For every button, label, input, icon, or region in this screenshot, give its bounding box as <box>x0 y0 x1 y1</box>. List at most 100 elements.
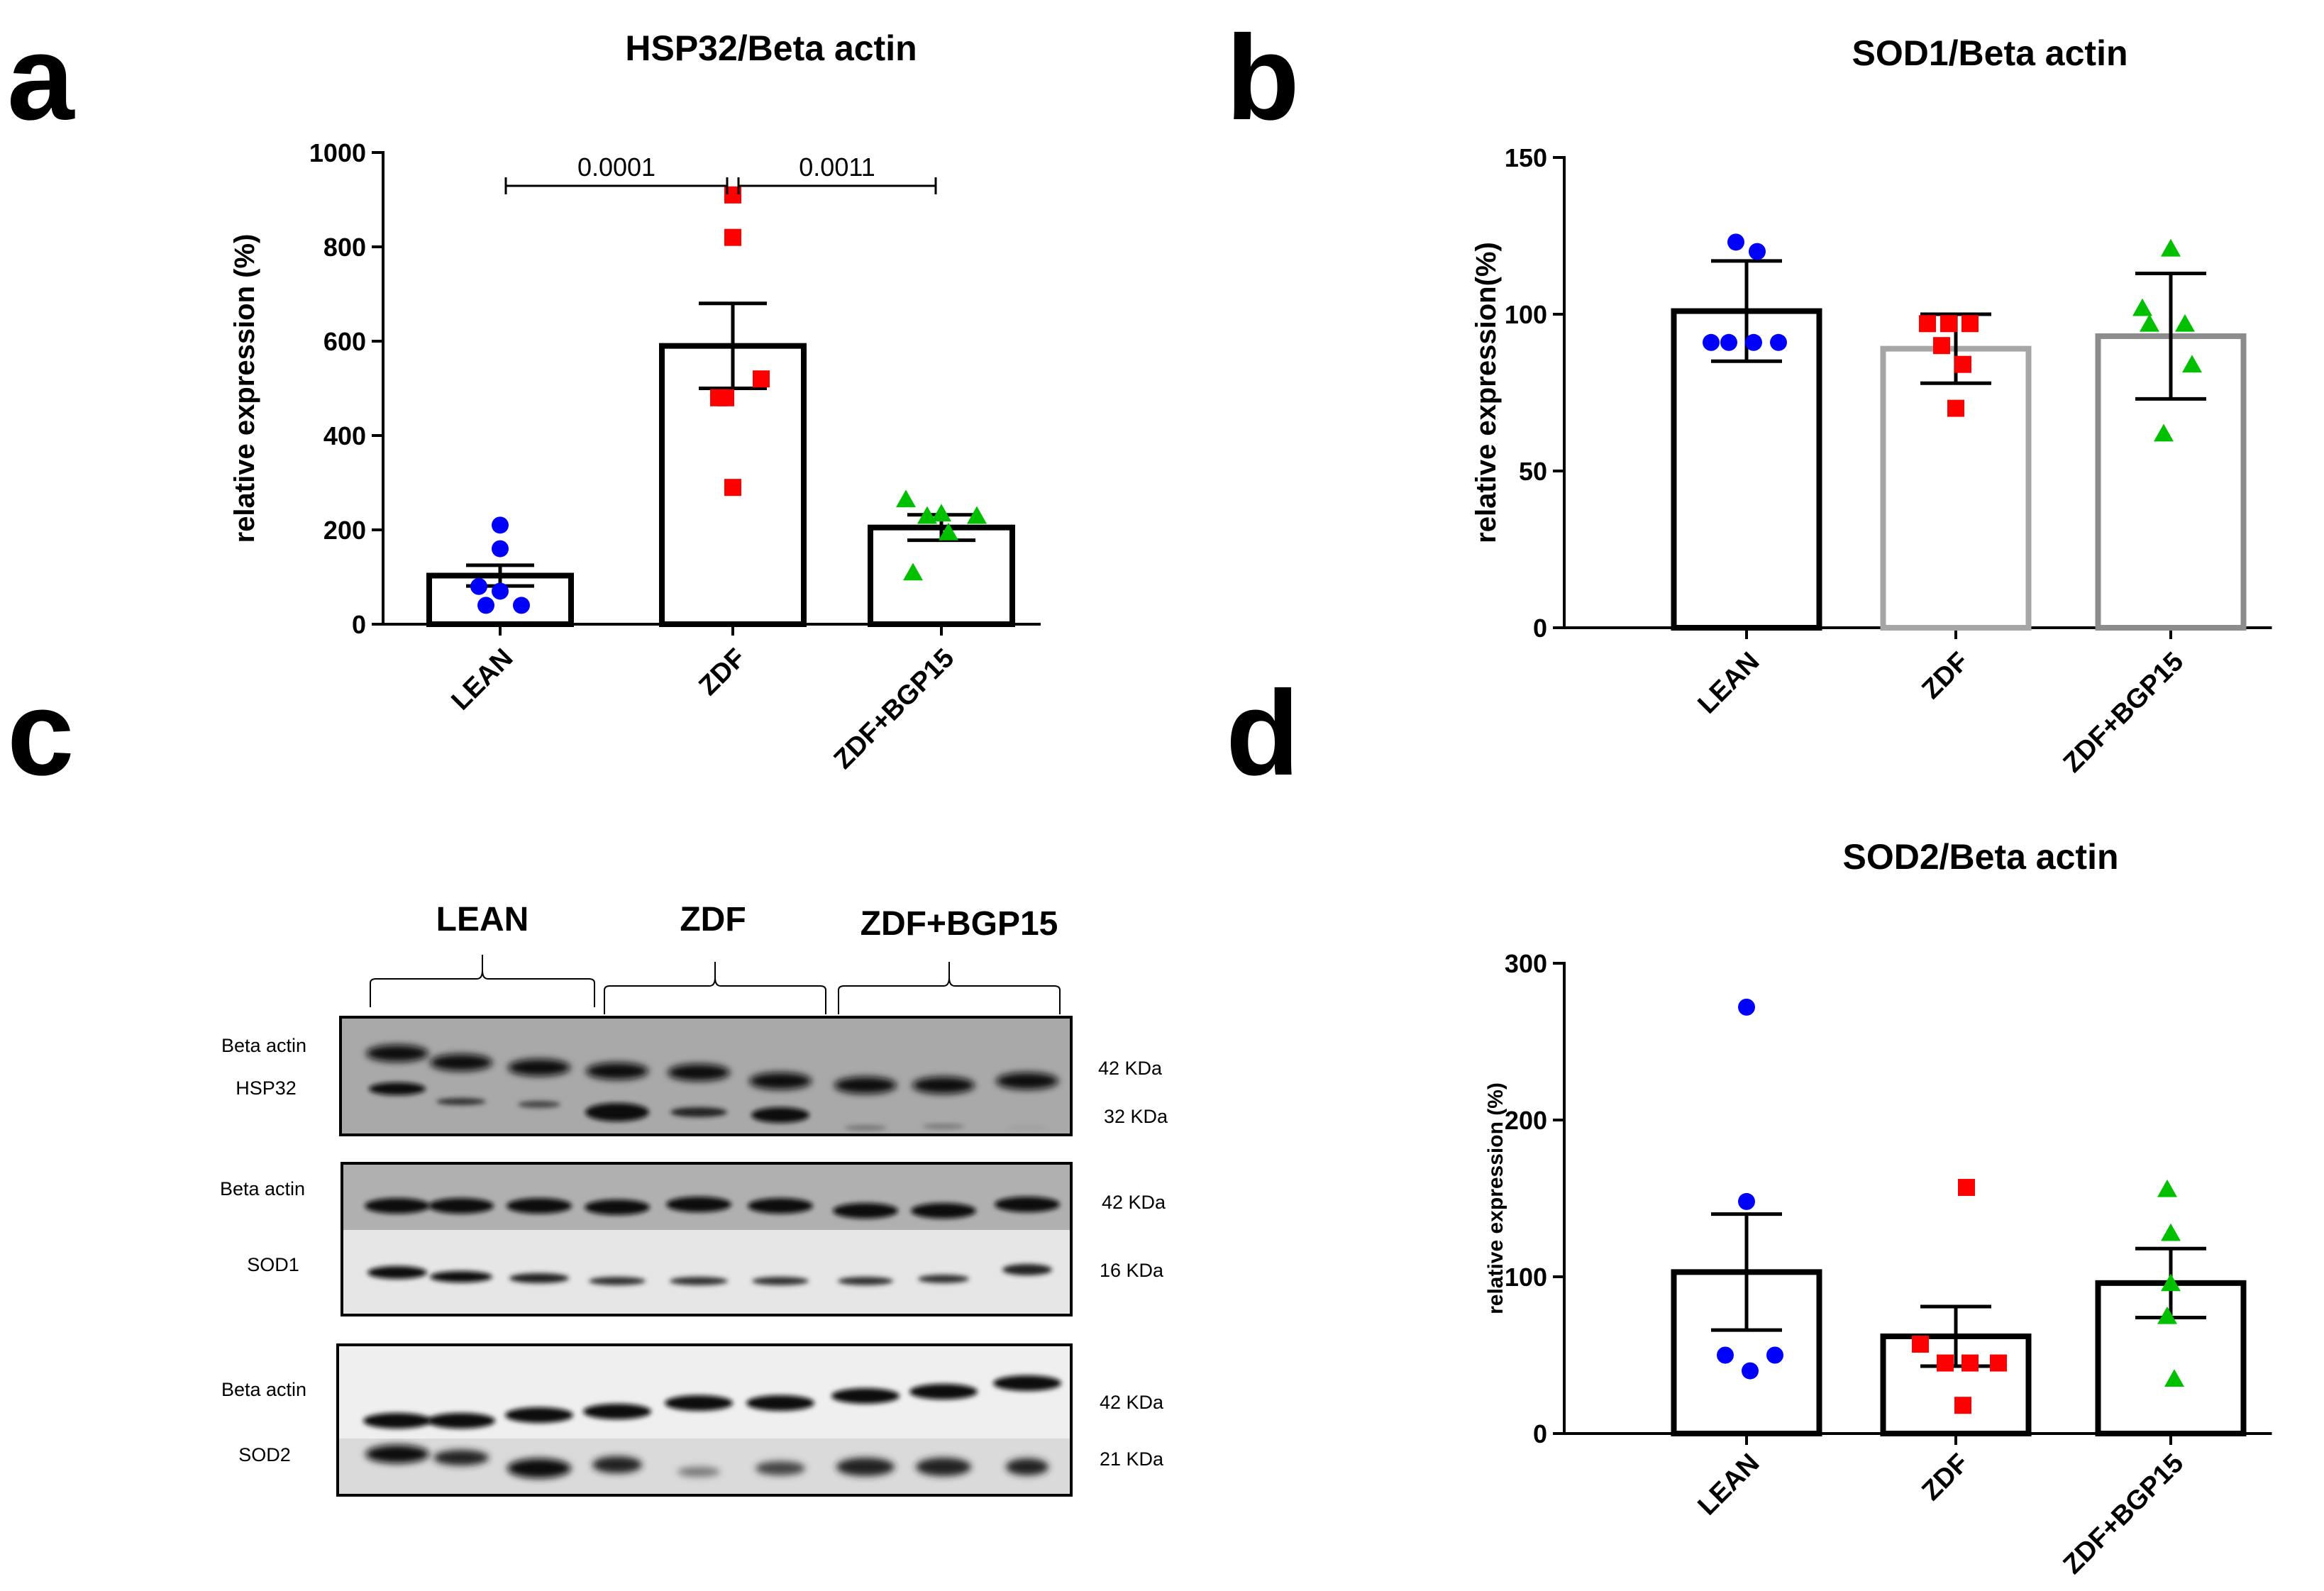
blot-group-label-zdf: ZDF <box>680 901 746 938</box>
band-hsp32 <box>436 1098 486 1105</box>
y-tick-label: 1000 <box>309 138 366 167</box>
data-point <box>1961 1354 1979 1372</box>
band-sod2 <box>592 1456 642 1473</box>
band-hsp32 <box>922 1124 965 1129</box>
data-point <box>939 522 958 541</box>
data-point <box>1770 333 1787 351</box>
blot-label-beta-actin-1: Beta actin <box>221 1035 306 1056</box>
band-beta-actin <box>668 1064 730 1081</box>
blot-label-beta-actin-3: Beta actin <box>221 1379 306 1400</box>
x-category-label: ZDF+BGP15 <box>2058 1448 2190 1580</box>
blot-bracket-zdf-bgp15 <box>838 962 1061 1014</box>
data-point <box>896 489 916 508</box>
data-point <box>1742 1362 1759 1380</box>
x-category-label: ZDF <box>693 643 751 702</box>
y-tick-label: 200 <box>1505 1106 1547 1135</box>
band-beta-actin <box>833 1203 898 1219</box>
x-category-label: ZDF+BGP15 <box>2058 647 2190 779</box>
data-point <box>1937 1354 1954 1372</box>
chart-title: SOD1/Beta actin <box>1852 33 2127 73</box>
band-beta-actin <box>996 1072 1058 1090</box>
y-tick-label: 100 <box>1505 1263 1547 1292</box>
band-sod1 <box>670 1277 728 1285</box>
data-point <box>917 506 937 524</box>
data-point <box>1738 1192 1755 1210</box>
y-axis-label: relative expression (%) <box>229 234 260 543</box>
band-beta-actin <box>585 1199 650 1215</box>
data-point <box>903 562 923 581</box>
band-beta-actin <box>365 1198 430 1214</box>
data-point <box>931 504 951 522</box>
data-point <box>2161 1273 2181 1292</box>
band-beta-actin <box>746 1395 814 1411</box>
band-sod2 <box>677 1467 720 1477</box>
data-point <box>1745 333 1762 351</box>
blot-frame-sod1 <box>341 1162 1073 1316</box>
data-point <box>470 577 487 595</box>
bar-zdf <box>1880 345 2032 631</box>
blot-frame-sod2 <box>336 1343 1073 1497</box>
blot-label-hsp32: HSP32 <box>236 1077 297 1099</box>
band-sod1 <box>1002 1264 1052 1275</box>
band-beta-actin <box>911 1203 976 1219</box>
p-value-label: 0.0001 <box>577 153 655 182</box>
band-sod1 <box>752 1277 809 1285</box>
chart-d: SOD2/Beta actin relative expression (%) 0 1… <box>1484 837 2272 1580</box>
data-point <box>2161 238 2181 257</box>
data-point <box>2164 1369 2184 1387</box>
band-hsp32 <box>518 1101 560 1108</box>
data-point <box>492 540 509 558</box>
band-beta-actin <box>430 1054 492 1071</box>
band-sod2 <box>433 1450 489 1465</box>
y-axis-label: relative expression(%) <box>1471 242 1502 543</box>
band-beta-actin <box>363 1413 431 1429</box>
data-point <box>1947 399 1964 417</box>
x-category-label: LEAN <box>446 643 519 716</box>
band-beta-actin <box>665 1395 733 1411</box>
band-beta-actin <box>909 1384 978 1399</box>
band-beta-actin <box>666 1197 731 1212</box>
chart-b: SOD1/Beta actin relative expression(%) 0 50… <box>1471 33 2272 778</box>
y-tick-label: 600 <box>323 327 366 356</box>
band-beta-actin <box>366 1045 428 1062</box>
western-blot-panel: LEAN ZDF ZDF+BGP15 Beta actin HSP32 42 K… <box>220 901 1168 1497</box>
panel-letter-d: d <box>1226 666 1300 801</box>
panel-letter-c: c <box>7 666 74 801</box>
data-point <box>967 506 987 524</box>
y-tick-label: 50 <box>1519 457 1547 486</box>
band-beta-actin <box>505 1407 573 1423</box>
data-point <box>492 516 509 534</box>
blot-bands-sod1 <box>365 1197 1060 1285</box>
chart-title: HSP32/Beta actin <box>625 28 917 68</box>
chart-title: SOD2/Beta actin <box>1842 837 2118 877</box>
band-beta-actin <box>428 1198 494 1214</box>
blot-bracket-zdf <box>604 962 826 1014</box>
data-point <box>1727 233 1744 251</box>
data-point <box>1720 333 1737 351</box>
band-sod2 <box>756 1461 805 1475</box>
panel-letter-a: a <box>7 11 75 145</box>
band-sod2 <box>507 1458 571 1478</box>
band-beta-actin <box>508 1059 570 1076</box>
data-point <box>2182 355 2202 373</box>
data-point <box>1961 315 1979 333</box>
data-point <box>1940 315 1957 333</box>
data-point <box>2132 298 2152 316</box>
y-tick-label: 100 <box>1505 300 1547 329</box>
y-tick-label: 0 <box>352 610 366 639</box>
data-point <box>1954 1397 1971 1414</box>
blot-bracket-lean <box>370 955 595 1007</box>
data-point <box>2175 314 2195 332</box>
blot-membrane-sod1-top <box>342 1163 1071 1230</box>
band-hsp32 <box>751 1107 809 1123</box>
chart-a: HSP32/Beta actin relative expression (%) 0… <box>229 28 1041 775</box>
band-sod1 <box>367 1266 427 1279</box>
data-point <box>2157 1306 2177 1324</box>
band-beta-actin <box>912 1077 975 1094</box>
data-point <box>724 228 741 246</box>
band-beta-actin <box>748 1198 813 1214</box>
blot-group-label-zdf-bgp15: ZDF+BGP15 <box>861 905 1058 943</box>
data-point <box>1703 333 1720 351</box>
y-tick-label: 300 <box>1505 949 1547 978</box>
